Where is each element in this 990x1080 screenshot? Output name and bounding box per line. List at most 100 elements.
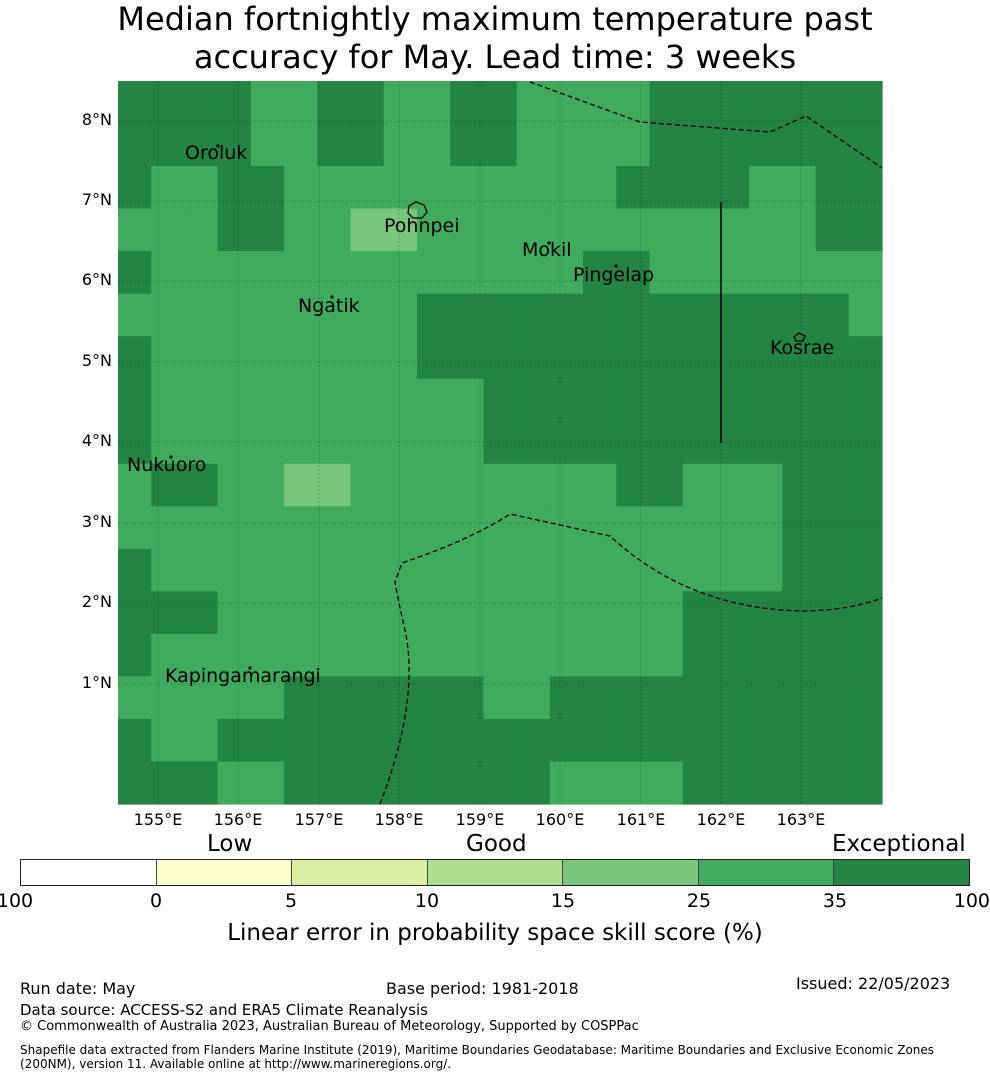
grid-cell [848,591,883,635]
grid-cell [284,293,318,337]
grid-cell [782,633,817,678]
x-tick-163e: 163°E [776,810,826,829]
grid-cell [616,293,651,337]
grid-cell [250,378,285,422]
grid-cell [217,548,252,592]
grid-cell [616,208,651,252]
grid-cell [782,336,817,380]
grid-cell [317,633,352,678]
shapefile-credit-line-1: Shapefile data extracted from Flanders M… [20,1043,935,1057]
grid-cell [317,506,352,550]
grid-cell [682,463,717,507]
grid-cell [250,123,285,167]
grid-cell [217,506,252,550]
grid-cell [118,761,152,805]
grid-cell [815,123,850,167]
grid-cell [749,81,783,125]
chart-title: Median fortnightly maximum temperature p… [0,0,990,76]
grid-cell [749,293,783,337]
grid-cell [118,506,152,550]
grid-cell [483,463,518,507]
grid-cell [118,378,152,422]
colorbar-segment-1 [156,860,293,885]
grid-cell [682,591,717,635]
grid-cell [749,123,783,167]
grid-cell [284,506,318,550]
colorbar-tick-5: 25 [686,890,712,912]
grid-cell [782,718,817,763]
grid-cell [217,251,252,295]
issued-date: Issued: 22/05/2023 [796,974,951,993]
grid-cell [483,208,518,252]
grid-cell [516,591,551,635]
grid-cell [549,506,584,550]
grid-cell [682,421,717,465]
grid-cell [416,336,451,380]
grid-cell [516,123,551,167]
grid-cell [815,718,850,763]
grid-cell [284,208,318,252]
grid-cell [284,123,318,167]
grid-cell [815,421,850,465]
grid-cell [250,591,285,635]
grid-cell [782,378,817,422]
grid-cell [184,421,219,465]
grid-cell [317,208,352,252]
grid-cell [184,336,219,380]
x-tick-156e: 156°E [213,810,263,829]
grid-cell [549,676,584,720]
label-pohnpei: Pohnpei [384,215,460,237]
grid-cell [350,421,385,465]
colorbar [20,859,970,886]
grid-cell [549,166,584,210]
grid-cell [616,251,651,295]
grid-cell [682,506,717,550]
grid-cell [583,293,617,337]
grid-cell [549,633,584,678]
grid-cell [782,761,817,805]
grid-cell [151,676,186,720]
grid-cell [284,633,318,678]
grid-cell [284,548,318,592]
grid-cell [749,421,783,465]
grid-cell [118,251,152,295]
grid-cell [184,208,219,252]
colorbar-tick-1: 0 [149,890,163,912]
grid-cell [682,81,717,125]
grid-cell [583,718,617,763]
grid-cell [549,718,584,763]
grid-cell [782,166,817,210]
grid-cell [516,463,551,507]
grid-cell [317,718,352,763]
grid-cell [151,208,186,252]
grid-cell [284,591,318,635]
grid-cell [848,548,883,592]
y-tick-6n: 6°N [81,270,112,289]
grid-cell [416,208,451,252]
grid-cell [317,336,352,380]
grid-cell [848,633,883,678]
grid-cell [184,166,219,210]
grid-cell [151,506,186,550]
grid-cell [217,208,252,252]
x-tick-155e: 155°E [133,810,183,829]
grid-cell [616,421,651,465]
grid-cell [350,548,385,592]
grid-cell [782,463,817,507]
grid-cell [317,591,352,635]
grid-cell [118,718,152,763]
category-exceptional: Exceptional [832,831,966,857]
grid-cell [616,506,651,550]
y-tick-1n: 1°N [81,673,112,692]
grid-cell [450,506,484,550]
grid-cell [350,336,385,380]
grid-cell [815,336,850,380]
grid-cell [649,421,684,465]
colorbar-segment-5 [698,860,835,885]
grid-cell [583,81,617,125]
grid-cell [450,166,484,210]
grid-cell [250,718,285,763]
grid-cell [250,421,285,465]
grid-cell [516,208,551,252]
